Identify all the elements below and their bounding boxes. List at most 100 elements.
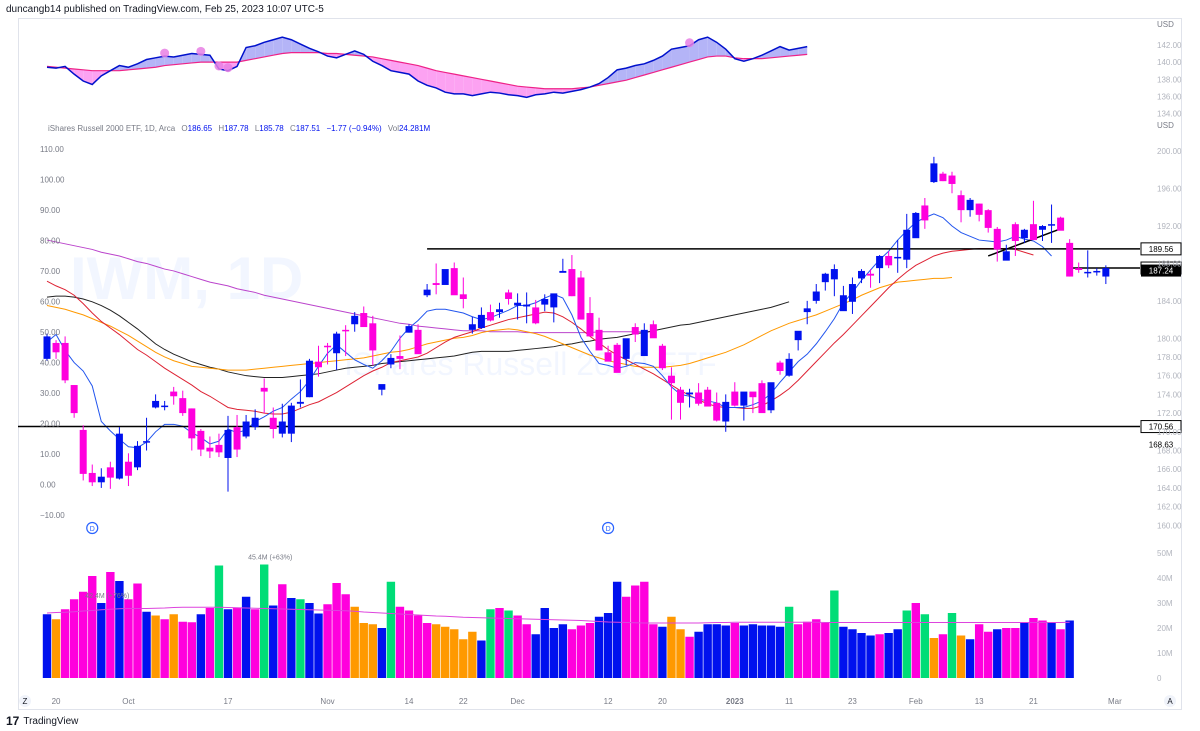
low-price-label: 168.63 <box>1149 441 1174 450</box>
candle-body <box>197 430 205 450</box>
candle-body <box>1057 217 1065 231</box>
candle-body <box>278 421 286 434</box>
indicator-fill <box>191 53 201 63</box>
candle-body <box>903 229 911 260</box>
candle-body <box>432 283 440 285</box>
volume-bar <box>1047 623 1056 678</box>
candle-body <box>1048 224 1056 226</box>
candle-body <box>894 256 902 259</box>
volume-bar <box>377 628 387 678</box>
volume-bar <box>929 638 939 678</box>
candle-body <box>179 398 187 414</box>
candle-body <box>61 342 69 381</box>
candle-body <box>885 255 893 266</box>
candle-body <box>88 472 96 483</box>
x-tick: 20 <box>658 697 667 706</box>
candle-body <box>52 342 60 353</box>
dividend-marker: D <box>86 521 99 535</box>
volume-bar <box>133 583 142 678</box>
candle-body <box>876 255 884 269</box>
left-y-tick: 110.00 <box>40 145 64 154</box>
indicator-marker <box>685 38 695 48</box>
volume-bar <box>106 572 115 678</box>
candle-body <box>939 173 947 182</box>
indicator-fill <box>454 74 464 94</box>
volume-bar <box>766 625 776 678</box>
candle-body <box>468 324 476 330</box>
legend-h-value: 187.78 <box>224 124 249 133</box>
candle-body <box>785 358 793 376</box>
volume-bar <box>486 609 495 678</box>
volume-bar <box>296 599 305 678</box>
volume-bar <box>812 619 821 678</box>
volume-bar <box>350 606 359 678</box>
volume-bar <box>124 599 133 678</box>
volume-bar <box>450 629 459 678</box>
candle-body <box>496 309 503 313</box>
z-button[interactable]: Z <box>19 695 31 707</box>
volume-bar <box>920 614 930 678</box>
left-y-tick: 50.00 <box>40 328 61 337</box>
left-y-tick: 30.00 <box>40 389 61 398</box>
candle-body <box>315 361 322 368</box>
volume-bar <box>1011 628 1020 678</box>
candle-body <box>224 429 232 458</box>
indicator-fill <box>74 68 84 82</box>
hline-price-label: 170.56 <box>1149 423 1174 432</box>
price-y-tick: 180.00 <box>1157 334 1182 343</box>
indicator-fill <box>707 37 717 57</box>
legend-c-label: C <box>290 124 296 133</box>
dividend-marker: D <box>601 521 615 535</box>
candle-body <box>269 417 277 429</box>
candle-body <box>1102 268 1110 277</box>
candle-body <box>1020 229 1028 239</box>
candle-body <box>206 447 214 452</box>
volume-bar <box>947 613 957 678</box>
indicator-fill <box>761 50 771 59</box>
last-price-tag <box>1141 264 1181 277</box>
volume-bar <box>187 622 196 678</box>
indicator-fill <box>626 65 636 81</box>
volume-ma-line <box>46 606 1070 624</box>
volume-bar <box>911 603 920 678</box>
indicator-fill <box>698 37 708 60</box>
top-currency-label: USD <box>1157 20 1174 29</box>
volume-bar <box>260 564 269 678</box>
indicator-fill <box>617 68 627 82</box>
indicator-fill <box>436 70 446 93</box>
candle-body <box>233 427 241 450</box>
candle-body <box>161 405 169 408</box>
candle-body <box>79 429 87 474</box>
volume-bar <box>549 628 558 678</box>
volume-bar <box>640 581 649 678</box>
volume-bar <box>232 608 242 678</box>
candle-body <box>577 277 585 320</box>
volume-bar <box>368 624 377 678</box>
indicator-fill <box>164 56 174 66</box>
volume-bar <box>522 624 531 678</box>
volume-bar <box>513 615 522 678</box>
indicator-fill <box>390 60 400 73</box>
candle-body <box>70 385 78 414</box>
legend-o-value: 186.65 <box>188 124 213 133</box>
volume-bar <box>395 606 405 678</box>
candle-body <box>124 461 132 476</box>
indicator-fill <box>282 37 292 54</box>
candle-body <box>794 330 802 341</box>
candle-body <box>1093 270 1101 273</box>
indicator-fill <box>255 42 265 59</box>
indicator-fill <box>427 68 437 88</box>
candle-body <box>803 308 811 313</box>
dividend-circle <box>601 521 615 535</box>
candle-body <box>921 205 929 221</box>
volume-y-tick: 20M <box>1157 624 1173 633</box>
candle-body <box>649 324 657 339</box>
a-button[interactable]: A <box>1164 695 1176 707</box>
candle-body <box>541 298 549 305</box>
volume-bar <box>178 621 187 678</box>
x-tick: 20 <box>52 697 61 706</box>
indicator-fill <box>155 56 165 68</box>
legend-c-value: 187.51 <box>296 124 321 133</box>
volume-bar <box>413 615 423 678</box>
